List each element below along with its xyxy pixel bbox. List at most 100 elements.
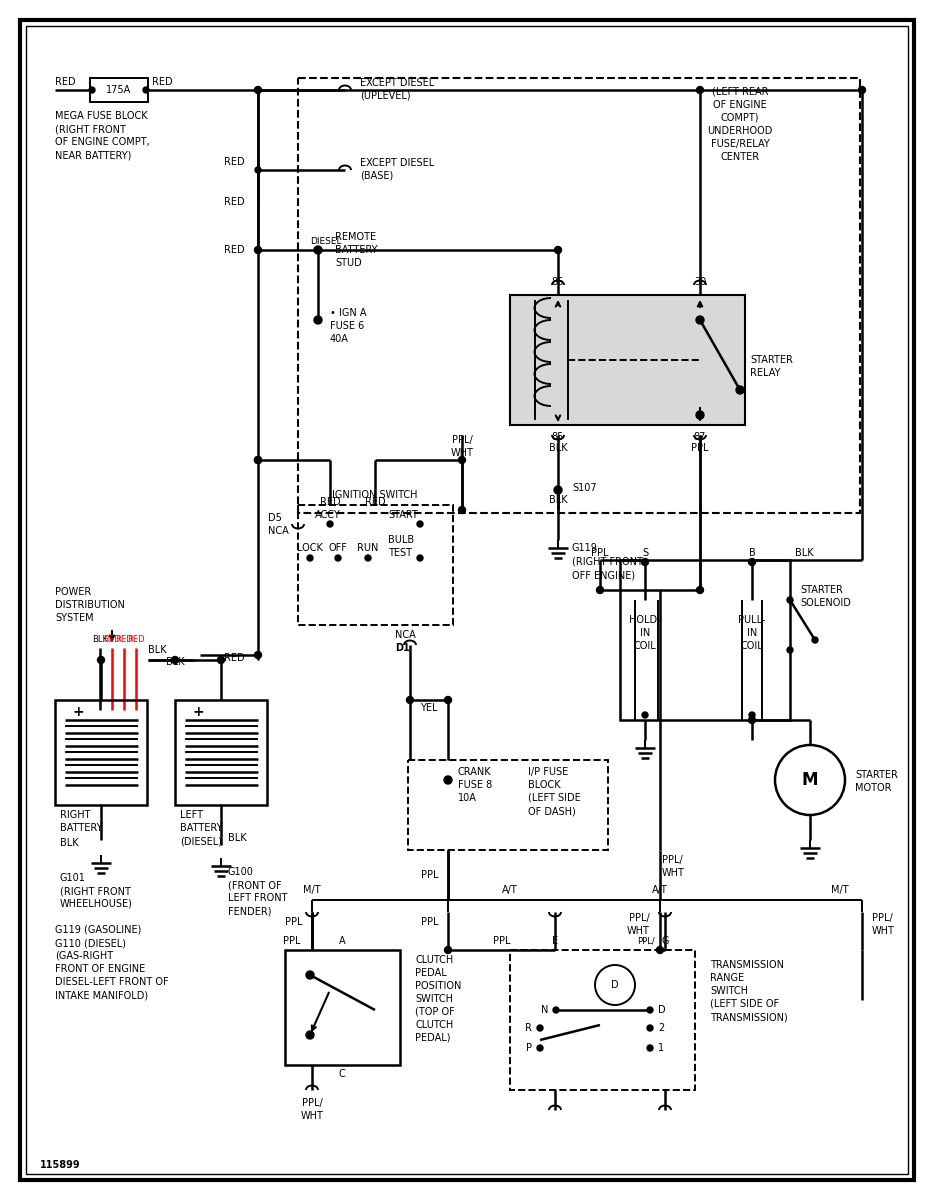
- Circle shape: [812, 637, 818, 643]
- Text: S: S: [642, 548, 648, 558]
- Circle shape: [445, 947, 451, 954]
- Circle shape: [697, 86, 703, 94]
- Circle shape: [172, 656, 178, 664]
- Text: BLK: BLK: [60, 838, 78, 848]
- Circle shape: [537, 1045, 543, 1051]
- Text: SWITCH: SWITCH: [415, 994, 453, 1004]
- Text: 85: 85: [552, 432, 564, 442]
- Text: WHT: WHT: [627, 926, 650, 936]
- Text: A: A: [339, 936, 346, 946]
- Text: POWER: POWER: [55, 587, 92, 596]
- Text: IN: IN: [640, 628, 650, 638]
- Text: PEDAL): PEDAL): [415, 1033, 450, 1043]
- Circle shape: [697, 587, 703, 594]
- Text: PPL: PPL: [420, 917, 438, 926]
- Circle shape: [642, 712, 648, 718]
- Text: PPL: PPL: [282, 936, 300, 946]
- Circle shape: [89, 86, 95, 92]
- Text: SYSTEM: SYSTEM: [55, 613, 93, 623]
- Bar: [298, 505, 453, 625]
- Text: PPL/: PPL/: [302, 1098, 322, 1108]
- Circle shape: [254, 246, 262, 253]
- Circle shape: [314, 246, 322, 254]
- Text: ACCY: ACCY: [315, 510, 341, 520]
- Text: (BASE): (BASE): [360, 170, 393, 181]
- Text: STUD: STUD: [335, 258, 361, 268]
- Text: RED: RED: [224, 245, 245, 254]
- Circle shape: [445, 696, 451, 703]
- Text: RED: RED: [224, 157, 245, 167]
- Circle shape: [254, 86, 262, 94]
- Circle shape: [327, 521, 333, 527]
- Circle shape: [218, 656, 224, 664]
- Text: RELAY: RELAY: [750, 368, 781, 378]
- Text: BATTERY: BATTERY: [60, 823, 103, 833]
- Text: FUSE 8: FUSE 8: [458, 780, 492, 790]
- Text: POSITION: POSITION: [415, 982, 461, 991]
- Text: PPL: PPL: [285, 917, 302, 926]
- Text: FENDER): FENDER): [228, 906, 272, 916]
- Circle shape: [365, 554, 371, 560]
- Text: 2: 2: [658, 1022, 664, 1033]
- Text: PULL-: PULL-: [738, 614, 766, 625]
- Text: D: D: [658, 1006, 666, 1015]
- Text: STARTER: STARTER: [855, 770, 898, 780]
- Text: MOTOR: MOTOR: [855, 782, 891, 793]
- Text: P: P: [526, 1043, 532, 1054]
- Circle shape: [255, 167, 261, 173]
- Text: NCA: NCA: [395, 630, 416, 640]
- Circle shape: [306, 1031, 314, 1039]
- Text: LOCK: LOCK: [297, 542, 323, 553]
- Text: STARTER: STARTER: [750, 355, 793, 365]
- Circle shape: [254, 652, 262, 659]
- Text: G119: G119: [572, 542, 598, 553]
- Text: EXCEPT DIESEL: EXCEPT DIESEL: [360, 158, 434, 168]
- Text: A/T: A/T: [652, 886, 668, 895]
- Text: RED: RED: [224, 653, 245, 662]
- Text: PPL/: PPL/: [872, 913, 893, 923]
- Text: RANGE: RANGE: [710, 973, 744, 983]
- Text: PPL/: PPL/: [662, 854, 683, 865]
- Circle shape: [555, 246, 561, 253]
- Circle shape: [537, 1025, 543, 1031]
- Text: 1: 1: [658, 1043, 664, 1054]
- Text: COIL: COIL: [633, 641, 657, 650]
- Text: PPL/: PPL/: [637, 936, 655, 946]
- Circle shape: [406, 696, 414, 703]
- Text: PEDAL: PEDAL: [415, 968, 446, 978]
- Circle shape: [307, 554, 313, 560]
- Text: 40A: 40A: [330, 334, 349, 344]
- Bar: [620, 560, 790, 720]
- Text: EXCEPT DIESEL: EXCEPT DIESEL: [360, 78, 434, 88]
- Text: IN: IN: [747, 628, 757, 638]
- Circle shape: [748, 558, 756, 565]
- Text: WHT: WHT: [450, 448, 474, 458]
- Text: IGNITION SWITCH: IGNITION SWITCH: [333, 490, 417, 500]
- Circle shape: [459, 506, 465, 514]
- Text: RED: RED: [152, 77, 173, 86]
- Text: BATTERY: BATTERY: [335, 245, 377, 254]
- Text: D: D: [611, 980, 619, 990]
- Text: BLK: BLK: [165, 658, 184, 667]
- Circle shape: [254, 456, 262, 463]
- Circle shape: [306, 971, 314, 979]
- Bar: [408, 760, 608, 850]
- Text: LEFT FRONT: LEFT FRONT: [228, 893, 288, 902]
- Text: R: R: [525, 1022, 532, 1033]
- Text: B: B: [749, 548, 756, 558]
- Text: RUN: RUN: [358, 542, 378, 553]
- Circle shape: [642, 558, 648, 565]
- Text: PPL: PPL: [691, 443, 709, 452]
- Circle shape: [749, 712, 755, 718]
- Circle shape: [787, 596, 793, 602]
- Text: DIESEL-LEFT FRONT OF: DIESEL-LEFT FRONT OF: [55, 977, 169, 986]
- Circle shape: [657, 947, 663, 954]
- Text: (FRONT OF: (FRONT OF: [228, 880, 282, 890]
- Text: FUSE 6: FUSE 6: [330, 320, 364, 331]
- Text: MEGA FUSE BLOCK: MEGA FUSE BLOCK: [55, 110, 148, 121]
- Bar: [55, 700, 147, 805]
- Text: BLOCK: BLOCK: [528, 780, 560, 790]
- Text: WHT: WHT: [301, 1111, 323, 1121]
- Text: BLK: BLK: [548, 494, 567, 505]
- Circle shape: [647, 1025, 653, 1031]
